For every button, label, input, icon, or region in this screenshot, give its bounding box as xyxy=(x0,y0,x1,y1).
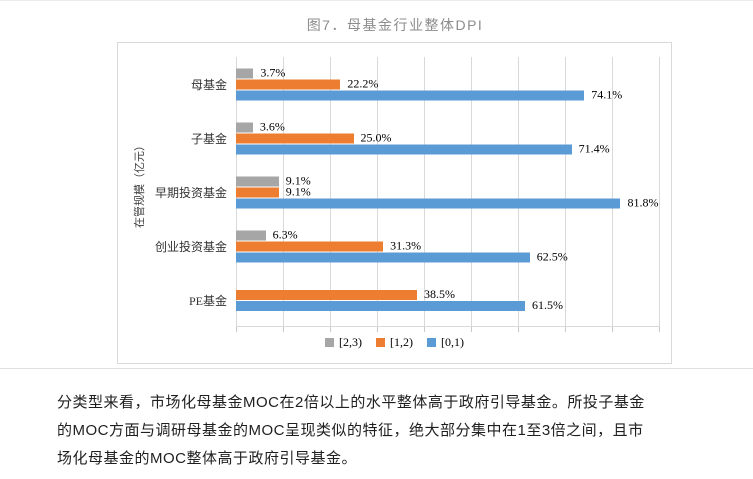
chart: 在管规模（亿元） 母基金 3.7% 22.2% 74.1% 子基金 3.6% 25.0% 71… xyxy=(117,42,672,364)
bar-value-label: 62.5% xyxy=(536,249,568,264)
axis-tick xyxy=(236,327,237,332)
bar-value-label: 71.4% xyxy=(578,141,610,156)
plot-area: 母基金 3.7% 22.2% 74.1% 子基金 3.6% 25.0% 71.4% 早期投资基金… xyxy=(155,57,660,332)
bar-[2,3) xyxy=(236,68,254,78)
bar-value-label: 25.0% xyxy=(360,130,392,145)
axis-tick xyxy=(376,327,378,332)
legend-label: [1,2) xyxy=(390,335,413,349)
page-top-divider xyxy=(0,0,753,1)
bar-[0,1) xyxy=(236,252,530,262)
gridline xyxy=(471,57,472,327)
bar-line: 74.1% xyxy=(236,87,659,102)
category-label: 子基金 xyxy=(190,131,227,146)
bar-line: 81.8% xyxy=(236,195,659,210)
bar-value-label: 3.7% xyxy=(260,65,286,80)
legend-swatch xyxy=(325,338,334,347)
bar-[2,3) xyxy=(236,176,279,186)
legend-swatch xyxy=(427,338,436,347)
axis-tick xyxy=(659,327,660,332)
category-row: 母基金 3.7% 22.2% 74.1% xyxy=(191,57,659,111)
axis-tick xyxy=(283,327,284,332)
legend-swatch xyxy=(376,338,385,347)
category-row: 创业投资基金 6.3% 31.3% 62.5% xyxy=(155,219,659,273)
category-row: PE基金 38.5% 61.5% xyxy=(189,273,659,327)
bar-line: 31.3% xyxy=(236,238,659,253)
bar-[1,2) xyxy=(236,289,417,300)
axis-tick xyxy=(517,327,519,332)
category-row: 早期投资基金 9.1% 9.1% 81.8% xyxy=(155,165,659,219)
category-label: PE基金 xyxy=(188,293,227,308)
bar-value-label: 9.1% xyxy=(285,184,311,199)
bar-line: 61.5% xyxy=(236,298,659,312)
gridline xyxy=(659,57,660,327)
bar-line: 9.1% xyxy=(236,184,659,199)
bar-group: 3.7% 22.2% 74.1% xyxy=(236,65,659,102)
legend-item: [1,2) xyxy=(376,335,413,350)
bar-line: 62.5% xyxy=(236,249,659,264)
axis-tick xyxy=(330,327,331,332)
bar-group: 3.6% 25.0% 71.4% xyxy=(236,119,659,156)
bar-line: 6.3% xyxy=(236,227,659,242)
category-label: 创业投资基金 xyxy=(154,239,227,254)
body-paragraph-line: 分类型来看，市场化母基金MOC在2倍以上的水平整体高于政府引导基金。所投子基金 xyxy=(57,394,645,411)
bar-[2,3) xyxy=(236,122,253,132)
axis-tick xyxy=(565,327,566,332)
figure-title: 图7．母基金行业整体DPI xyxy=(306,17,484,33)
legend-item: [2,3) xyxy=(325,335,362,350)
category-label: 早期投资基金 xyxy=(154,185,227,200)
axis-tick xyxy=(612,327,613,332)
legend-label: [2,3) xyxy=(339,335,362,349)
bar-value-label: 6.3% xyxy=(272,227,298,242)
bar-[1,2) xyxy=(236,133,354,143)
bar-value-label: 22.2% xyxy=(347,76,379,91)
bar-line: 25.0% xyxy=(236,130,659,145)
bar-group: 9.1% 9.1% 81.8% xyxy=(236,173,659,210)
legend-item: [0,1) xyxy=(427,335,464,350)
category-label: 母基金 xyxy=(190,77,227,92)
gridline xyxy=(376,57,378,327)
bar-line: 3.6% xyxy=(236,119,659,134)
bar-[0,1) xyxy=(236,144,572,154)
legend: [2,3) [1,2) [0,1) xyxy=(118,335,671,350)
bar-group: 6.3% 31.3% 62.5% xyxy=(236,227,659,264)
category-row: 子基金 3.6% 25.0% 71.4% xyxy=(191,111,659,165)
body-paragraph-line: 的MOC方面与调研母基金的MOC呈现类似的特征，绝大部分集中在1至3倍之间，且市 xyxy=(57,422,644,439)
bar-[2,3) xyxy=(236,230,266,240)
axis-tick xyxy=(471,327,472,332)
gridline xyxy=(330,57,331,327)
bar-value-label: 61.5% xyxy=(532,298,564,312)
bar-value-label: 31.3% xyxy=(390,238,422,253)
bar-[0,1) xyxy=(236,198,621,208)
bar-value-label: 38.5% xyxy=(423,287,455,301)
bar-value-label: 9.1% xyxy=(285,173,311,188)
figure-bottom-divider xyxy=(0,368,753,369)
gridline xyxy=(283,57,284,327)
bar-[0,1) xyxy=(236,300,526,311)
bar-line: 3.7% xyxy=(236,65,659,80)
bar-line: 22.2% xyxy=(236,76,659,91)
bar-[1,2) xyxy=(236,79,341,89)
bar-value-label: 74.1% xyxy=(591,87,623,102)
legend-label: [0,1) xyxy=(441,335,464,349)
bar-[0,1) xyxy=(236,90,585,100)
gridline xyxy=(565,57,566,327)
bar-line: 71.4% xyxy=(236,141,659,156)
body-paragraph: 分类型来看，市场化母基金MOC在2倍以上的水平整体高于政府引导基金。所投子基金 … xyxy=(57,389,727,473)
gridline xyxy=(517,57,519,327)
body-paragraph-line: 场化母基金的MOC整体高于政府引导基金。 xyxy=(57,450,357,467)
bar-[1,2) xyxy=(236,241,384,251)
bar-line: 38.5% xyxy=(236,287,659,301)
axis-tick xyxy=(424,327,425,332)
bar-value-label: 3.6% xyxy=(259,119,285,134)
bar-group: 38.5% 61.5% xyxy=(236,287,659,312)
x-axis-line xyxy=(236,326,659,327)
gridline xyxy=(424,57,425,327)
bar-value-label: 81.8% xyxy=(627,195,659,210)
bar-[1,2) xyxy=(236,187,279,197)
bar-line: 9.1% xyxy=(236,173,659,188)
gridline xyxy=(612,57,613,327)
